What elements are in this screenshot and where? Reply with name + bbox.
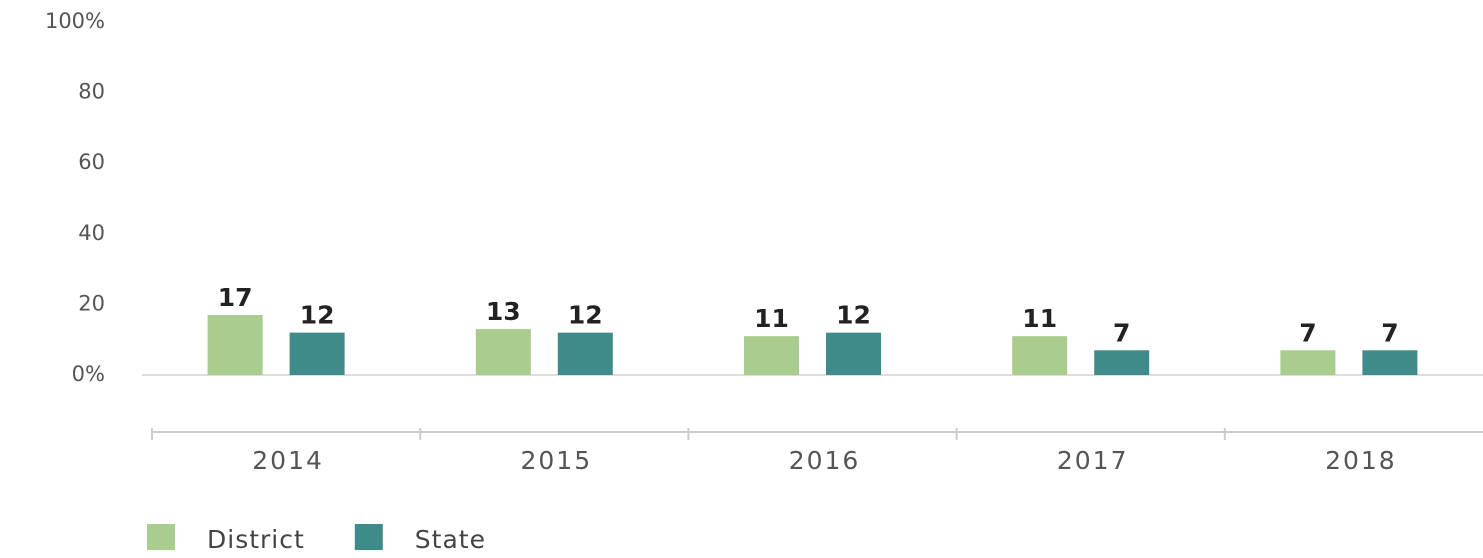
y-tick-label: 40 <box>78 221 105 245</box>
value-label: 11 <box>754 304 789 333</box>
bar <box>475 329 531 375</box>
x-tick-label: 2017 <box>1057 446 1129 475</box>
bar <box>1280 350 1336 375</box>
bar <box>744 336 799 375</box>
value-label: 12 <box>300 301 335 330</box>
value-label: 17 <box>218 283 253 312</box>
x-tick-label: 2015 <box>520 446 592 475</box>
value-label: 7 <box>1113 318 1130 347</box>
legend-label: District <box>207 525 305 554</box>
bar <box>289 332 345 375</box>
y-tick-label: 100% <box>45 9 105 33</box>
value-label: 11 <box>1022 304 1057 333</box>
bar <box>826 332 881 375</box>
bar <box>557 332 613 375</box>
value-label: 7 <box>1381 318 1398 347</box>
legend-swatch <box>147 524 175 550</box>
value-label: 13 <box>486 297 521 326</box>
value-label: 12 <box>568 301 603 330</box>
y-tick-label: 20 <box>78 291 105 315</box>
bar <box>207 314 263 375</box>
x-tick-label: 2016 <box>789 446 861 475</box>
legend-swatch <box>354 524 383 550</box>
bar <box>1094 350 1150 375</box>
value-label: 7 <box>1299 318 1316 347</box>
y-tick-label: 60 <box>78 150 105 174</box>
value-label: 12 <box>836 301 871 330</box>
x-tick-label: 2014 <box>252 446 324 475</box>
y-tick-label: 80 <box>78 80 105 104</box>
y-tick-label: 0% <box>72 362 105 386</box>
bar <box>1012 336 1068 375</box>
bar <box>1362 350 1418 375</box>
legend-label: State <box>415 525 486 554</box>
x-tick-label: 2018 <box>1325 446 1397 475</box>
